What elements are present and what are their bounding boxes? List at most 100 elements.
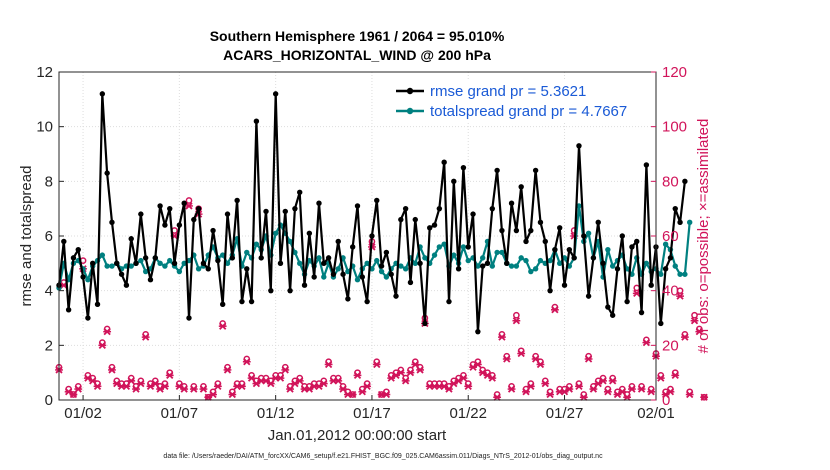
totalspread-point bbox=[85, 277, 91, 283]
obs-assimilated-point bbox=[242, 358, 251, 366]
totalspread-point bbox=[181, 260, 187, 267]
totalspread-point bbox=[99, 252, 106, 258]
totalspread-point bbox=[412, 260, 418, 267]
y-axis-label: rmse and totalspread bbox=[18, 166, 35, 307]
rmse-point bbox=[494, 167, 500, 174]
totalspread-point bbox=[383, 274, 390, 280]
rmse-point bbox=[282, 208, 288, 215]
totalspread-point bbox=[687, 219, 693, 226]
rmse-point bbox=[643, 162, 650, 168]
obs-assimilated-point bbox=[502, 355, 511, 363]
obs-assimilated-point bbox=[666, 388, 675, 396]
totalspread-point bbox=[398, 263, 404, 269]
obs-assimilated-point bbox=[464, 382, 473, 390]
obs-assimilated-point bbox=[623, 393, 632, 401]
obs-assimilated-point bbox=[637, 385, 646, 393]
rmse-point bbox=[662, 266, 669, 272]
rmse-point bbox=[557, 225, 563, 231]
obs-assimilated-point bbox=[108, 366, 116, 374]
rmse-point bbox=[359, 274, 366, 280]
footer-data-file: data file: /Users/raeder/DAI/ATM_forcXX/… bbox=[163, 453, 603, 460]
obs-assimilated-point bbox=[531, 355, 540, 363]
obs-assimilated-point bbox=[575, 382, 583, 390]
totalspread-point bbox=[297, 260, 303, 267]
legend-spread-label: totalspread grand pr = 4.7667 bbox=[430, 103, 627, 120]
obs-assimilated-point bbox=[247, 374, 256, 382]
obs-possible-point bbox=[513, 311, 520, 319]
obs-assimilated-point bbox=[286, 385, 294, 393]
legend-rmse-label: rmse grand pr = 5.3621 bbox=[430, 83, 586, 100]
totalspread-point bbox=[244, 249, 250, 256]
rmse-point bbox=[191, 216, 197, 223]
totalspread-point bbox=[576, 203, 582, 209]
obs-assimilated-point bbox=[459, 374, 468, 382]
rmse-point bbox=[157, 203, 163, 209]
obs-assimilated-point bbox=[618, 388, 627, 396]
y-axis-right-label: # of obs: o=possible; ×=assimilated bbox=[695, 119, 712, 354]
obs-assimilated-point bbox=[401, 377, 410, 385]
obs-assimilated-point bbox=[353, 371, 362, 380]
y-tick-label: 12 bbox=[36, 64, 53, 81]
obs-assimilated-point bbox=[319, 379, 328, 388]
obs-assimilated-point bbox=[213, 382, 222, 390]
rmse-point bbox=[532, 167, 539, 174]
totalspread-point bbox=[436, 244, 443, 250]
rmse-point bbox=[215, 257, 221, 264]
obs-assimilated-point bbox=[358, 388, 367, 396]
rmse-point bbox=[210, 227, 216, 234]
obs-assimilated-point bbox=[526, 382, 535, 390]
totalspread-point bbox=[138, 257, 144, 264]
x-axis-label: Jan.01,2012 00:00:00 start bbox=[268, 427, 447, 444]
y-right-tick-label: 0 bbox=[662, 392, 670, 409]
obs-assimilated-point bbox=[136, 379, 145, 388]
totalspread-point bbox=[316, 255, 322, 261]
rmse-point bbox=[614, 266, 621, 272]
totalspread-point bbox=[662, 241, 669, 247]
obs-assimilated-point bbox=[507, 385, 516, 393]
obs-assimilated-point bbox=[281, 366, 290, 374]
obs-assimilated-point bbox=[671, 371, 680, 380]
rmse-point bbox=[528, 227, 534, 234]
y-tick-label: 4 bbox=[45, 283, 53, 300]
rmse-point bbox=[383, 249, 390, 256]
obs-assimilated-point bbox=[493, 393, 502, 401]
obs-assimilated-point bbox=[209, 390, 217, 399]
totalspread-point bbox=[494, 249, 500, 256]
obs-assimilated-point bbox=[512, 317, 521, 325]
totalspread-point bbox=[441, 241, 447, 247]
rmse-point bbox=[388, 271, 394, 277]
rmse-point bbox=[133, 260, 139, 267]
rmse-point bbox=[581, 233, 587, 239]
obs-possible-point bbox=[185, 197, 193, 204]
rmse-point bbox=[484, 260, 491, 267]
rmse-point bbox=[297, 189, 303, 195]
rmse-point bbox=[80, 274, 86, 280]
rmse-point bbox=[94, 301, 101, 308]
rmse-point bbox=[658, 320, 664, 327]
totalspread-point bbox=[321, 274, 327, 280]
obs-assimilated-point bbox=[122, 382, 131, 390]
obs-assimilated-point bbox=[676, 292, 684, 300]
totalspread-point bbox=[547, 257, 553, 264]
y-tick-label: 2 bbox=[45, 337, 53, 354]
obs-assimilated-point bbox=[599, 377, 607, 385]
obs-assimilated-point bbox=[517, 349, 526, 358]
rmse-point bbox=[600, 260, 606, 267]
obs-assimilated-point bbox=[223, 366, 232, 374]
obs-assimilated-point bbox=[339, 385, 347, 393]
totalspread-point bbox=[431, 252, 438, 258]
totalspread-point bbox=[672, 263, 678, 269]
rmse-point bbox=[427, 225, 433, 231]
x-tick-label: 01/02 bbox=[64, 405, 102, 422]
obs-assimilated-point bbox=[74, 385, 83, 393]
rmse-point bbox=[609, 312, 616, 318]
rmse-point bbox=[244, 266, 250, 272]
rmse-point bbox=[364, 298, 370, 305]
rmse-point bbox=[248, 298, 255, 305]
rmse-point bbox=[99, 91, 106, 97]
obs-assimilated-point bbox=[228, 390, 237, 399]
obs-assimilated-point bbox=[416, 366, 424, 374]
totalspread-point bbox=[142, 268, 149, 275]
x-tick-label: 01/27 bbox=[546, 405, 584, 422]
